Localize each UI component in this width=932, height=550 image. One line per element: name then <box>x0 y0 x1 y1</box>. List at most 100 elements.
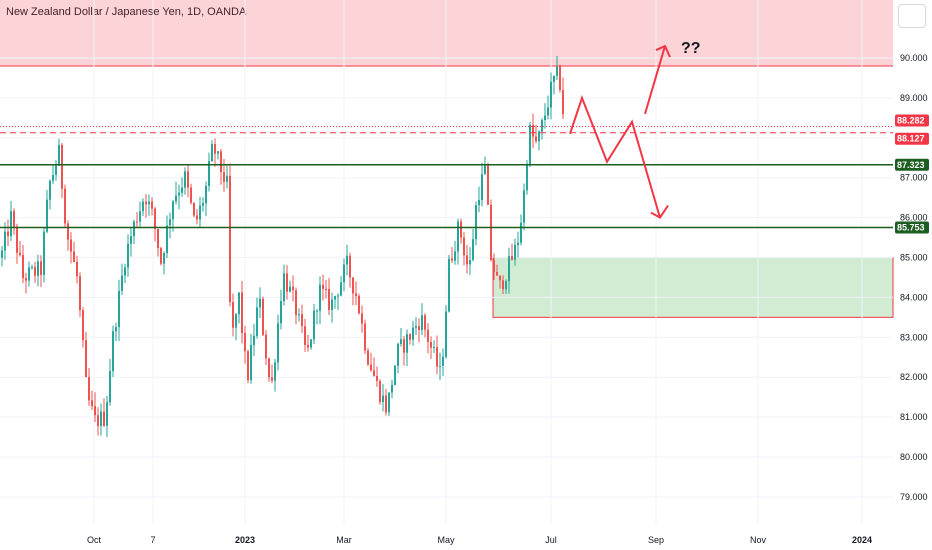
y-tick-label: 84.000 <box>900 292 928 302</box>
candle-body <box>400 339 402 344</box>
price-tag-label: 88.282 <box>897 116 925 126</box>
candle-body <box>127 243 129 268</box>
candle-body <box>451 258 453 261</box>
candle-body <box>343 264 345 283</box>
y-tick-label: 79.000 <box>900 492 928 502</box>
y-tick-label: 87.000 <box>900 173 928 183</box>
candle-body <box>52 174 54 181</box>
candle-body <box>556 66 558 76</box>
candle-body <box>358 295 360 314</box>
candle-body <box>460 221 462 238</box>
candle-body <box>214 144 216 154</box>
candle-body <box>226 175 228 182</box>
candle-body <box>256 307 258 336</box>
candle-body <box>73 251 75 263</box>
candle-body <box>517 242 519 245</box>
candle-body <box>157 228 159 249</box>
candle-body <box>277 323 279 363</box>
candle-body <box>25 278 27 281</box>
candle-body <box>238 292 240 315</box>
candle-body <box>187 171 189 188</box>
annotation-question: ?? <box>681 40 701 57</box>
candle-body <box>403 339 405 353</box>
candle-body <box>28 267 30 281</box>
candle-body <box>220 151 222 173</box>
candle-body <box>481 174 483 201</box>
candle-body <box>385 395 387 413</box>
candle-body <box>328 289 330 311</box>
candle-body <box>199 205 201 220</box>
price-tag <box>895 158 929 171</box>
candle-body <box>511 255 513 260</box>
x-tick-label: Jul <box>545 535 557 545</box>
candle-body <box>535 136 537 142</box>
candle-body <box>49 180 51 200</box>
candle-body <box>520 222 522 243</box>
candle-body <box>514 244 516 260</box>
candle-body <box>319 284 321 311</box>
candle-body <box>208 161 210 186</box>
candle-body <box>544 115 546 121</box>
candle-body <box>493 259 495 273</box>
candle-body <box>22 255 24 279</box>
candle-body <box>424 315 426 330</box>
candle-body <box>235 314 237 328</box>
candle-body <box>304 326 306 345</box>
candle-body <box>472 239 474 261</box>
candle-body <box>82 310 84 341</box>
candle-body <box>391 384 393 393</box>
candle-body <box>136 221 138 223</box>
candle-body <box>562 89 564 115</box>
candle-body <box>139 211 141 222</box>
candle-body <box>58 144 60 166</box>
x-tick-label: 7 <box>150 535 155 545</box>
x-tick-label: Sep <box>648 535 664 545</box>
candle-body <box>529 124 531 165</box>
arrowhead-down <box>650 205 669 219</box>
x-tick-label: 2024 <box>852 535 872 545</box>
candle-body <box>37 261 39 276</box>
price-tag-label: 88.127 <box>897 134 925 144</box>
y-tick-label: 81.000 <box>900 412 928 422</box>
candle-body <box>262 298 264 335</box>
candle-body <box>394 365 396 385</box>
candle-body <box>118 290 120 328</box>
price-tags: 88.282 88.127 87.323 85.753 <box>895 114 929 234</box>
projection-path <box>569 94 661 218</box>
candle-body <box>331 299 333 311</box>
candle-body <box>418 326 420 331</box>
candle-body <box>436 347 438 367</box>
y-tick-label: 89.000 <box>900 93 928 103</box>
y-tick-label: 86.000 <box>900 213 928 223</box>
candle-body <box>289 286 291 292</box>
candle-body <box>163 253 165 264</box>
candle-body <box>97 415 99 427</box>
candle-body <box>307 344 309 348</box>
y-tick-label: 85.000 <box>900 253 928 263</box>
candle-body <box>367 350 369 365</box>
candle-body <box>13 211 15 227</box>
candle-body <box>532 124 534 137</box>
candle-body <box>130 236 132 244</box>
candle-body <box>160 248 162 264</box>
chart-title: New Zealand Dollar / Japanese Yen, 1D, O… <box>6 6 247 18</box>
candle-body <box>478 200 480 206</box>
candle-body <box>547 107 549 116</box>
candle-body <box>265 334 267 359</box>
candle-body <box>259 298 261 308</box>
candle-body <box>487 164 489 205</box>
candle-body <box>40 261 42 275</box>
candle-body <box>412 327 414 340</box>
candle-body <box>268 358 270 378</box>
y-tick-label: 82.000 <box>900 372 928 382</box>
candle-body <box>76 262 78 277</box>
candle-body <box>421 315 423 331</box>
candle-body <box>181 187 183 193</box>
projection-layer: ?? <box>569 40 701 219</box>
candle-body <box>43 231 45 275</box>
candle-body <box>370 364 372 371</box>
candle-body <box>283 273 285 302</box>
candle-body <box>274 362 276 381</box>
chart-settings-button[interactable] <box>898 4 926 28</box>
price-tag <box>895 132 929 145</box>
